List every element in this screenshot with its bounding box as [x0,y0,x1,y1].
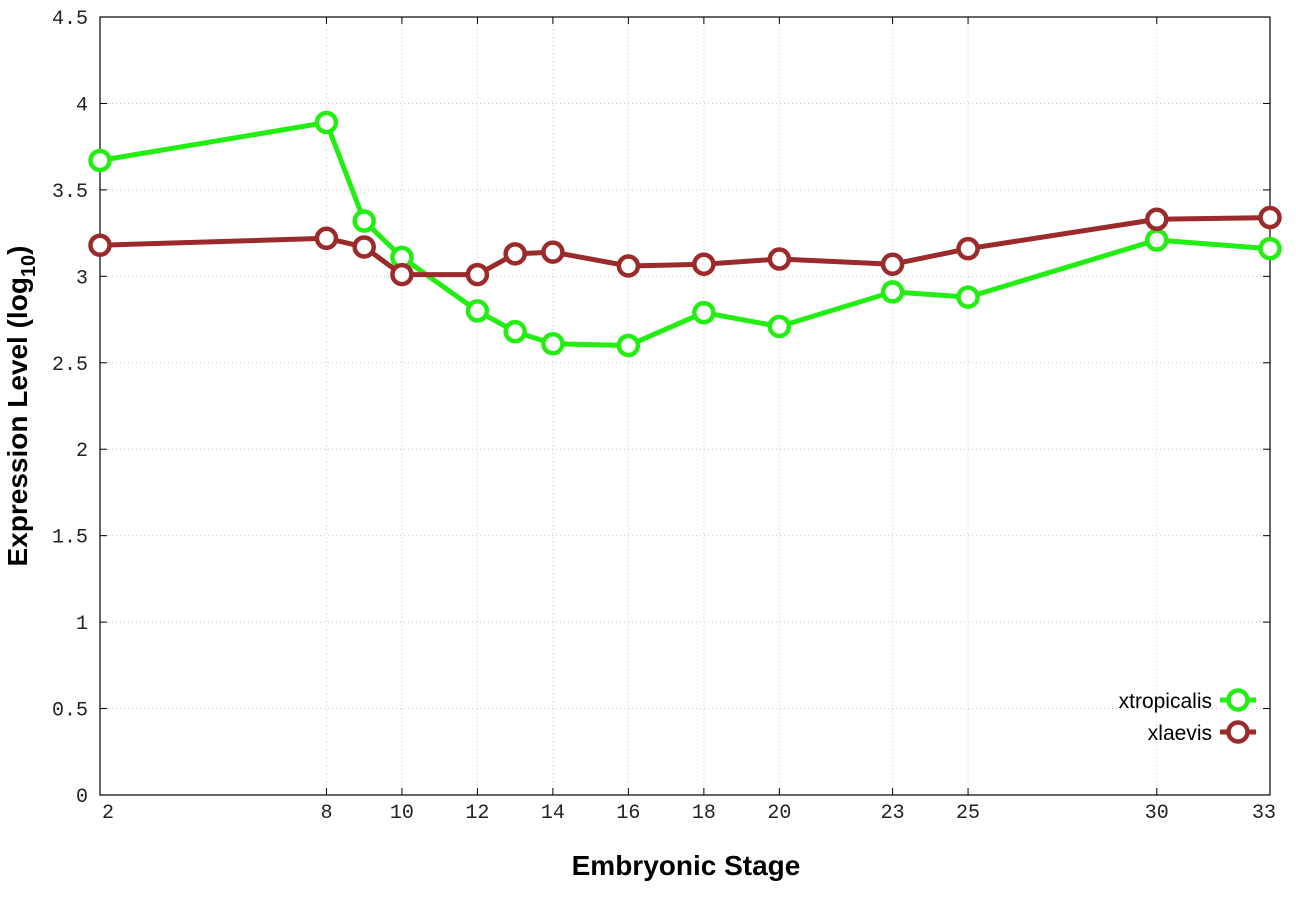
x-tick-label: 20 [767,802,791,825]
x-axis-title: Embryonic Stage [572,850,801,881]
data-point-xtropicalis [692,300,716,325]
y-axis-title-close: ) [2,246,33,255]
data-point-xlaevis [88,233,112,257]
data-point-xtropicalis [503,319,527,344]
data-point-xtropicalis [767,314,792,339]
data-point-xtropicalis [956,285,980,309]
data-point-xtropicalis [88,148,112,173]
y-tick-label: 2 [76,440,88,463]
legend-label: xtropicalis [1119,690,1212,713]
data-point-xtropicalis [1258,236,1282,261]
y-tick-label: 4 [76,94,88,117]
series-xtropicalis [88,110,1282,358]
data-point-xlaevis [541,240,565,264]
y-tick-label: 1 [76,613,88,636]
x-tick-label: 30 [1145,802,1169,825]
data-point-xlaevis [1145,207,1169,232]
data-point-xlaevis [880,252,905,276]
data-point-xtropicalis [314,110,339,135]
x-tick-label: 8 [320,802,332,825]
axis-ticks: 0 0.5 1 1.5 2 2.5 3 3.5 4 4.5 2 8 10 12 14 16 18 20 23 25 30… [52,8,1276,825]
y-axis-title-subscript: 10 [18,255,40,277]
x-tick-label: 16 [616,802,640,825]
data-point-xlaevis [390,262,414,287]
y-tick-label: 2.5 [52,354,88,377]
y-tick-label: 0.5 [52,700,88,723]
data-point-xlaevis [956,236,980,261]
data-point-xtropicalis [616,333,641,358]
series-layer [88,110,1282,358]
x-tick-label: 14 [541,802,565,825]
x-tick-label: 2 [102,802,114,825]
x-tick-label: 23 [881,802,905,825]
legend-item-xtropicalis: xtropicalis [1119,688,1256,713]
legend: xtropicalis xlaevis [1119,688,1256,745]
x-tick-label: 18 [692,802,716,825]
x-tick-label: 12 [465,802,489,825]
y-axis-title-main: Expression Level (log [2,277,33,566]
y-axis-title: Expression Level (log10) [2,246,40,567]
x-tick-label: 10 [390,802,414,825]
legend-item-xlaevis: xlaevis [1148,720,1256,745]
series-line-xlaevis [99,215,1271,278]
y-tick-label: 0 [76,786,88,809]
legend-marker-swatch [1226,720,1250,744]
data-point-xlaevis [692,252,716,276]
data-point-xlaevis [352,235,376,259]
data-point-xtropicalis [352,209,376,233]
data-point-xtropicalis [880,280,905,304]
legend-label: xlaevis [1148,722,1212,745]
x-tick-label: 33 [1252,802,1276,825]
x-tick-label: 25 [956,802,980,825]
y-tick-label: 1.5 [52,527,88,550]
legend-marker-swatch [1226,688,1250,712]
data-point-xlaevis [1258,205,1282,230]
series-xlaevis [88,205,1282,287]
data-point-xlaevis [616,254,641,278]
series-line-xtropicalis [99,120,1271,348]
grid-lines [100,17,1270,795]
data-point-xlaevis [503,242,527,266]
data-point-xlaevis [314,226,339,251]
data-point-xtropicalis [1145,228,1169,252]
data-point-xlaevis [767,247,792,271]
y-tick-label: 3 [76,267,88,290]
data-point-xtropicalis [541,332,565,356]
y-tick-label: 4.5 [52,8,88,31]
data-point-xtropicalis [465,299,490,323]
y-tick-label: 3.5 [52,181,88,204]
plot-area-frame [99,16,1271,796]
data-point-xlaevis [465,262,490,287]
